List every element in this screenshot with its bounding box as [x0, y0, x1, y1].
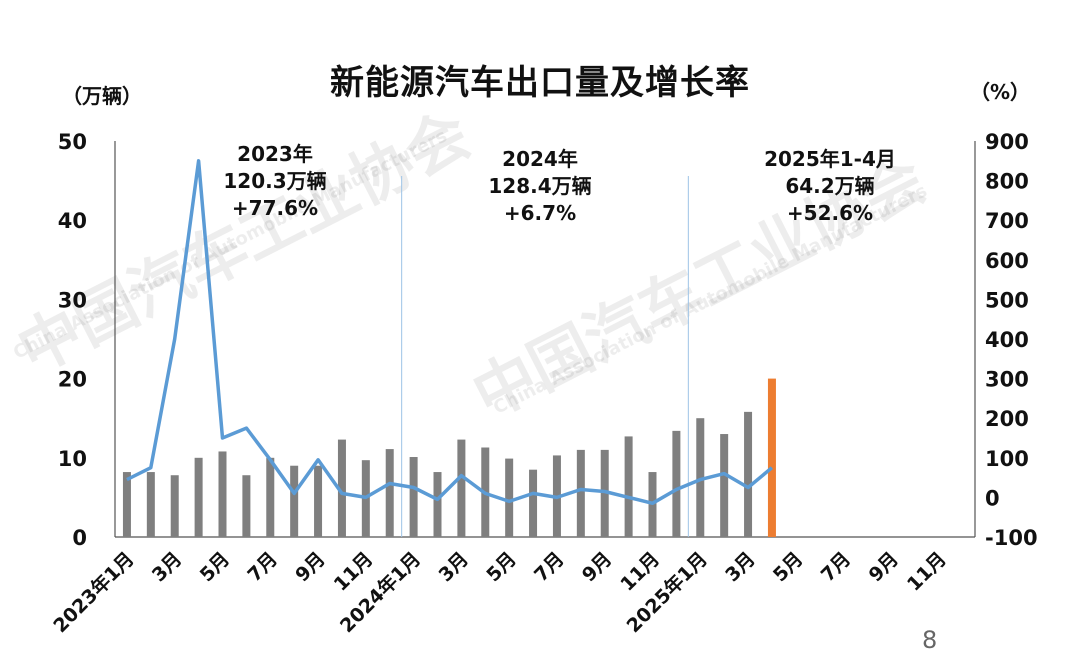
bar: [624, 436, 633, 537]
left-tick-label: 20: [58, 368, 87, 392]
bar: [744, 411, 753, 537]
x-tick-label: 5月: [482, 548, 520, 586]
x-tick-label: 11月: [903, 548, 951, 596]
right-tick-label: 900: [985, 130, 1029, 154]
annotation-2023-line1: 2023年: [237, 142, 313, 166]
right-tick-label: 200: [985, 407, 1029, 431]
right-tick-label: -100: [985, 526, 1038, 550]
left-tick-label: 0: [72, 526, 87, 550]
annotation-2023-line2: 120.3万辆: [223, 169, 327, 193]
x-tick-label: 9月: [865, 548, 903, 586]
x-tick-label: 5月: [196, 548, 234, 586]
bar: [385, 449, 394, 537]
annotation-2023: 2023年 120.3万辆 +77.6%: [190, 141, 360, 222]
right-tick-label: 600: [985, 249, 1029, 273]
bar: [433, 472, 442, 537]
right-tick-label: 500: [985, 288, 1029, 312]
right-tick-label: 100: [985, 447, 1029, 471]
x-tick-label: 7月: [530, 548, 568, 586]
annotation-2024: 2024年 128.4万辆 +6.7%: [455, 146, 625, 227]
annotation-2025-line1: 2025年1-4月: [764, 147, 896, 171]
bar: [696, 418, 705, 537]
x-tick-label: 9月: [291, 548, 329, 586]
bar: [767, 378, 776, 537]
bar: [194, 457, 203, 537]
x-tick-label: 2023年1月: [49, 547, 139, 637]
annotation-2025-line3: +52.6%: [786, 201, 874, 225]
right-tick-label: 0: [985, 486, 1000, 510]
right-tick-label: 800: [985, 170, 1029, 194]
bar: [218, 451, 227, 537]
bar: [720, 434, 729, 537]
bar: [600, 449, 609, 537]
left-tick-label: 40: [58, 209, 87, 233]
bar: [529, 469, 538, 537]
x-tick-label: 3月: [148, 548, 186, 586]
x-tick-label: 7月: [817, 548, 855, 586]
bar: [290, 465, 299, 537]
bar: [337, 439, 346, 537]
right-tick-label: 400: [985, 328, 1029, 352]
annotation-2024-line2: 128.4万辆: [488, 174, 592, 198]
annotation-2025: 2025年1-4月 64.2万辆 +52.6%: [745, 146, 915, 227]
left-axis-unit: （万辆）: [62, 84, 142, 108]
growth-rate-line: [126, 159, 774, 506]
bar: [314, 465, 323, 537]
x-tick-label: 7月: [243, 548, 281, 586]
page-number: 8: [922, 626, 938, 654]
x-tick-label: 9月: [578, 548, 616, 586]
bar: [266, 457, 275, 537]
right-tick-label: 300: [985, 368, 1029, 392]
right-axis-unit: （%）: [970, 80, 1031, 104]
bar: [576, 449, 585, 537]
x-tick-label: 3月: [435, 548, 473, 586]
annotation-2025-line2: 64.2万辆: [785, 174, 875, 198]
x-tick-label: 5月: [769, 548, 807, 586]
annotation-2024-line1: 2024年: [502, 147, 578, 171]
x-tick-label: 3月: [721, 548, 759, 586]
annotation-2024-line3: +6.7%: [503, 201, 577, 225]
bar: [672, 430, 681, 537]
bar: [242, 475, 251, 537]
left-tick-label: 50: [58, 130, 87, 154]
bar: [146, 472, 155, 537]
annotation-2023-line3: +77.6%: [231, 196, 319, 220]
bar: [122, 472, 131, 537]
bar: [457, 439, 466, 537]
chart-title: 新能源汽车出口量及增长率: [330, 63, 750, 103]
bar: [170, 475, 179, 537]
left-tick-label: 30: [58, 288, 87, 312]
bar: [409, 457, 418, 537]
bar: [505, 458, 514, 537]
right-tick-label: 700: [985, 209, 1029, 233]
left-tick-label: 10: [58, 447, 87, 471]
